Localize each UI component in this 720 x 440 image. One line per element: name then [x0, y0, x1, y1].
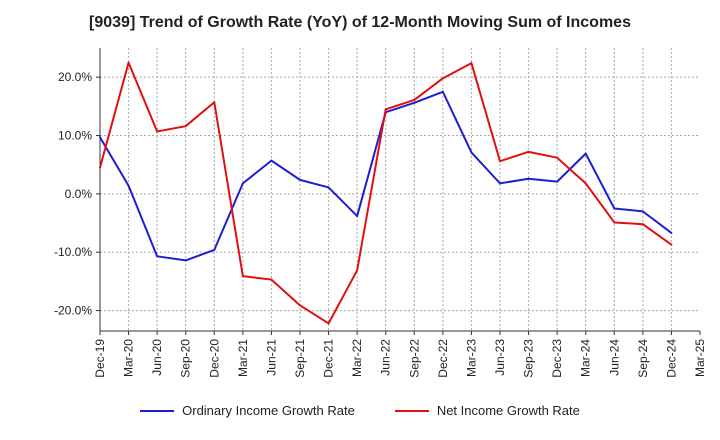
data-point-ordinary-income — [556, 180, 559, 183]
data-point-net-income — [584, 182, 587, 185]
y-tick-label: 0.0% — [65, 187, 93, 201]
x-tick-label: Dec-24 — [664, 339, 678, 378]
data-point-net-income — [99, 166, 101, 169]
x-tick-label: Dec-19 — [93, 339, 107, 378]
x-tick-label: Sep-22 — [407, 339, 421, 378]
data-point-net-income — [556, 156, 559, 159]
x-tick-label: Jun-24 — [607, 339, 621, 376]
y-tick-label: -20.0% — [54, 304, 92, 318]
data-point-net-income — [127, 61, 130, 64]
legend-item-ordinary-income: Ordinary Income Growth Rate — [140, 403, 355, 418]
x-tick-label: Mar-25 — [693, 339, 707, 377]
data-point-net-income — [327, 322, 330, 325]
legend: Ordinary Income Growth Rate Net Income G… — [0, 403, 720, 418]
data-point-net-income — [213, 101, 216, 104]
data-point-ordinary-income — [499, 182, 501, 185]
legend-item-net-income: Net Income Growth Rate — [394, 403, 580, 418]
data-point-ordinary-income — [241, 182, 244, 185]
data-point-ordinary-income — [527, 177, 530, 180]
data-point-ordinary-income — [127, 184, 130, 187]
data-point-ordinary-income — [270, 159, 273, 162]
legend-label-net-income: Net Income Growth Rate — [436, 403, 580, 418]
x-tick-label: Dec-21 — [322, 339, 336, 378]
y-tick-label: 10.0% — [58, 129, 92, 143]
legend-label-ordinary-income: Ordinary Income Growth Rate — [182, 403, 355, 418]
data-point-net-income — [413, 98, 416, 101]
data-point-net-income — [499, 160, 501, 163]
x-tick-label: Mar-24 — [579, 339, 593, 377]
y-tick-label: -10.0% — [54, 245, 92, 259]
data-point-net-income — [384, 108, 387, 111]
x-tick-label: Mar-23 — [464, 339, 478, 377]
data-point-ordinary-income — [470, 151, 473, 154]
data-point-ordinary-income — [613, 207, 616, 210]
data-point-net-income — [441, 77, 444, 80]
x-tick-label: Jun-23 — [493, 339, 507, 376]
data-point-net-income — [299, 304, 301, 307]
x-tick-label: Mar-21 — [236, 339, 250, 377]
plot-area — [100, 48, 700, 331]
data-point-ordinary-income — [184, 259, 187, 262]
data-point-ordinary-income — [413, 101, 416, 104]
data-point-net-income — [356, 269, 359, 272]
x-tick-label: Sep-24 — [636, 339, 650, 378]
x-tick-label: Sep-20 — [179, 339, 193, 378]
data-point-net-income — [270, 278, 273, 281]
data-point-ordinary-income — [441, 90, 444, 93]
x-tick-label: Mar-20 — [122, 339, 136, 377]
x-tick-label: Sep-21 — [293, 339, 307, 378]
data-point-ordinary-income — [356, 215, 359, 218]
data-point-net-income — [641, 223, 644, 226]
data-point-ordinary-income — [156, 255, 159, 258]
data-point-ordinary-income — [327, 186, 330, 189]
x-tick-label: Dec-22 — [436, 339, 450, 378]
data-point-net-income — [670, 243, 673, 246]
legend-swatch-ordinary-income — [140, 409, 175, 412]
data-point-ordinary-income — [641, 210, 644, 213]
data-point-net-income — [241, 275, 244, 278]
data-point-ordinary-income — [670, 231, 673, 234]
x-tick-label: Jun-22 — [379, 339, 393, 376]
x-tick-label: Jun-20 — [150, 339, 164, 376]
data-point-ordinary-income — [213, 248, 216, 251]
chart-title: [9039] Trend of Growth Rate (YoY) of 12-… — [89, 14, 631, 31]
legend-swatch-net-income — [394, 409, 429, 412]
data-point-ordinary-income — [584, 152, 587, 155]
x-tick-label: Dec-23 — [550, 339, 564, 378]
y-tick-label: 20.0% — [58, 70, 92, 84]
data-point-net-income — [156, 130, 159, 133]
x-tick-label: Mar-22 — [350, 339, 364, 377]
x-tick-label: Dec-20 — [207, 339, 221, 378]
data-point-ordinary-income — [99, 136, 101, 139]
data-point-net-income — [184, 125, 187, 128]
x-tick-label: Jun-21 — [264, 339, 278, 376]
data-point-ordinary-income — [299, 178, 301, 181]
data-point-net-income — [470, 62, 473, 65]
data-point-net-income — [613, 221, 616, 224]
x-tick-label: Sep-23 — [522, 339, 536, 378]
data-point-net-income — [527, 150, 530, 153]
